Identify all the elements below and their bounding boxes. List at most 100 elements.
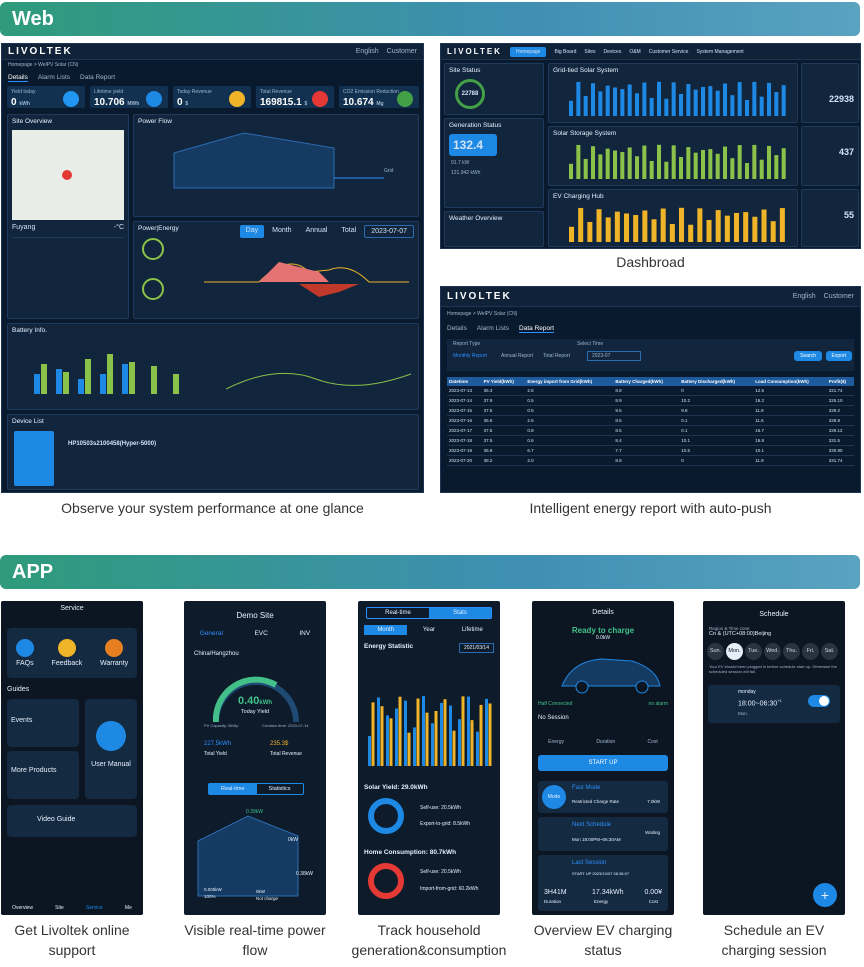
video-guide-item[interactable]: Video Guide	[7, 805, 137, 837]
bar	[715, 90, 720, 116]
flow-tab-realtime[interactable]: Real-time	[209, 784, 257, 794]
seg-realtime[interactable]: Real-time	[385, 610, 411, 616]
device-sn: HP10503s2100458(Hyper-5000)	[68, 441, 157, 447]
bar	[569, 100, 574, 116]
bar	[752, 216, 758, 242]
day-sun[interactable]: Sun.	[707, 643, 724, 660]
stats-tab-month[interactable]: Month	[364, 625, 408, 635]
export-button[interactable]: Export	[825, 351, 852, 361]
table-row: 2023-07-15 37.5 0.5 9.5 9.8 11.8 329.2	[447, 405, 854, 416]
tab-alarm-lists[interactable]: Alarm Lists	[37, 74, 71, 81]
stats-date[interactable]: 2021/03/14	[458, 643, 494, 653]
weather-overview-panel: Weather Overview	[444, 211, 544, 247]
bar	[633, 215, 639, 242]
pe-date[interactable]: 2023-07-07	[364, 225, 414, 238]
mode-card[interactable]: Mode Fast Mode Restricted Charge Rate 7.…	[538, 781, 668, 813]
bar	[649, 160, 654, 179]
stat-bar	[371, 702, 375, 766]
bar	[752, 81, 757, 116]
schedule-toggle[interactable]	[808, 695, 830, 707]
power-flow-diagram: Grid	[173, 132, 394, 189]
bar	[605, 85, 610, 116]
pe-tab-month[interactable]: Month	[272, 227, 292, 234]
nav-service[interactable]: Service	[86, 905, 103, 911]
bar	[627, 147, 632, 179]
report-tab-data-report[interactable]: Data Report	[519, 325, 555, 333]
report-filters: Report Type Select Time Monthly Report A…	[447, 339, 854, 371]
menu-homepage[interactable]: Homepage	[509, 46, 547, 57]
day-sat[interactable]: Sat.	[821, 643, 838, 660]
day-thu[interactable]: Thu.	[783, 643, 800, 660]
demo-tab-evc[interactable]: EVC	[254, 630, 268, 637]
stat-bar	[398, 696, 402, 766]
grid-tied-chart	[569, 81, 786, 116]
radio-total[interactable]: Total Report	[543, 353, 570, 359]
stat-bar	[416, 698, 420, 766]
next-schedule-card[interactable]: Next Schedule Mon 18:00PM~06:30AM Waitin…	[538, 817, 668, 851]
menu-big-board[interactable]: Big Board	[554, 48, 577, 55]
day-mon[interactable]: Mon.	[726, 643, 743, 660]
menu-customer-service[interactable]: Customer Service	[648, 48, 689, 55]
language-select[interactable]: English	[355, 48, 379, 55]
day-fri[interactable]: Fri.	[802, 643, 819, 660]
menu-system-management[interactable]: System Management	[696, 48, 744, 55]
menu-devices[interactable]: Devices	[603, 48, 622, 55]
start-up-button[interactable]: START UP	[538, 755, 668, 771]
radio-monthly[interactable]: Monthly Report	[453, 353, 487, 359]
events-item[interactable]: Events	[7, 699, 79, 747]
last-session-card[interactable]: Last Session START UP 2023/10/07 08:36:0…	[538, 855, 668, 911]
stats-tab-lifetime[interactable]: Lifetime	[461, 627, 483, 633]
solar-donut	[368, 798, 404, 834]
bar	[596, 209, 602, 242]
stats-tab-year[interactable]: Year	[422, 627, 436, 633]
more-products-item[interactable]: More Products	[7, 751, 79, 799]
warranty-item[interactable]: Warranty	[100, 639, 128, 667]
soc-chart	[226, 372, 411, 390]
month-picker[interactable]: 2023-07	[587, 351, 642, 361]
house-flow-diagram	[197, 815, 299, 897]
bar	[693, 152, 698, 179]
bar	[781, 85, 786, 116]
table-row: 2023-07-14 37.9 0.5 8.9 10.2 16.2 325.10	[447, 395, 854, 406]
day-wed[interactable]: Wed.	[764, 643, 781, 660]
tab-data-report[interactable]: Data Report	[80, 74, 116, 81]
demo-tab-general[interactable]: General	[199, 630, 223, 637]
user-menu[interactable]: Customer	[386, 48, 417, 55]
tab-details[interactable]: Details	[8, 74, 28, 82]
nav-site[interactable]: Site	[55, 905, 64, 911]
pe-tab-annual[interactable]: Annual	[305, 227, 328, 234]
search-button[interactable]: Search	[794, 351, 822, 361]
radio-annual[interactable]: Annual Report	[501, 353, 533, 359]
add-schedule-button[interactable]: +	[813, 883, 837, 907]
bar	[745, 100, 750, 116]
feedback-item[interactable]: Feedback	[52, 639, 82, 667]
seg-stats[interactable]: Stats	[429, 608, 491, 618]
bar	[686, 147, 691, 179]
bar	[642, 82, 647, 116]
nav-me[interactable]: Me	[124, 905, 132, 911]
site-map[interactable]	[12, 130, 124, 220]
faqs-item[interactable]: FAQs	[15, 639, 34, 667]
caption-dashboard: Dashbroad	[616, 254, 685, 270]
flow-tab-statistics[interactable]: Statistics	[268, 786, 291, 792]
pe-tab-total[interactable]: Total	[341, 227, 357, 234]
report-screenshot: LIVOLTEK English Customer Homepage > WelP…	[440, 286, 861, 493]
bar	[578, 207, 584, 242]
bar	[635, 93, 640, 116]
schedule-item[interactable]: monday 18:00~06:30+1 Mon.	[708, 685, 840, 723]
nav-overview[interactable]: Overview	[12, 905, 33, 911]
report-tab-details[interactable]: Details	[447, 325, 467, 332]
report-tab-alarm-lists[interactable]: Alarm Lists	[476, 325, 510, 332]
bar	[591, 146, 596, 179]
report-language[interactable]: English	[792, 293, 816, 300]
home-donut	[368, 863, 404, 899]
table-header: Energy import from Grid(kWh)	[525, 377, 614, 386]
menu-om[interactable]: O&M	[629, 48, 641, 55]
user-manual-item[interactable]: User Manual	[85, 699, 137, 799]
day-tue[interactable]: Tue.	[745, 643, 762, 660]
report-user[interactable]: Customer	[823, 293, 854, 300]
menu-sites[interactable]: Sites	[584, 48, 596, 55]
demo-tab-inv[interactable]: INV	[299, 630, 311, 637]
stat-bar	[470, 720, 474, 766]
pe-tab-day[interactable]: Day	[239, 225, 265, 238]
